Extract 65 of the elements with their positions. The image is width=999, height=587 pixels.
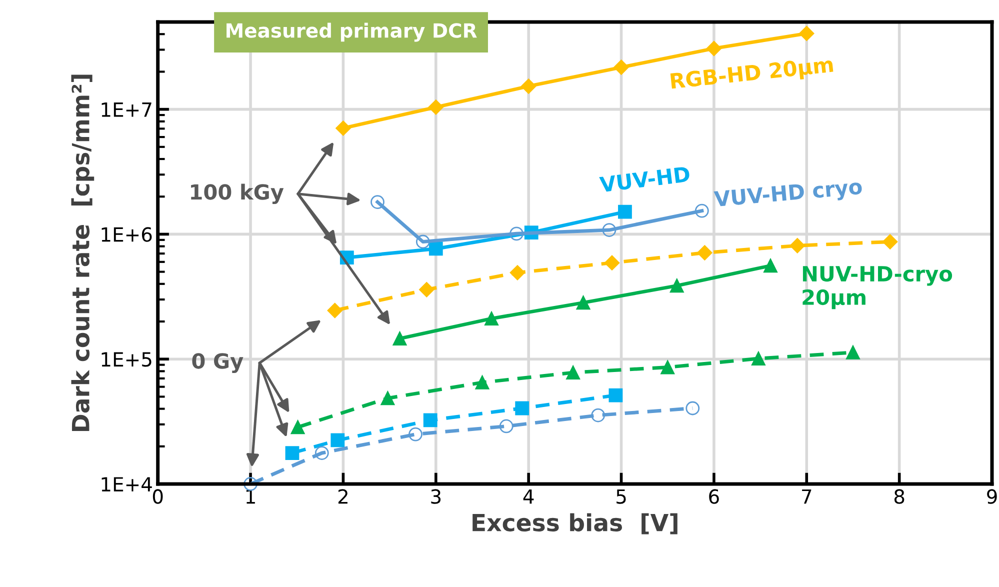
point	[510, 265, 526, 280]
point	[846, 346, 860, 360]
annotation: 100 kGy	[191, 184, 284, 204]
point	[521, 78, 536, 94]
point	[764, 258, 778, 273]
point	[614, 60, 629, 75]
point	[602, 223, 616, 237]
point	[694, 204, 709, 218]
y-tick-label: 1E+7	[102, 102, 152, 117]
x-axis-title: Excess bias [V]	[472, 513, 678, 534]
x-tick-label: 8	[894, 489, 904, 504]
point	[618, 204, 632, 219]
point	[591, 408, 606, 422]
x-tick-label: 2	[338, 489, 348, 504]
x-tick-label: 5	[616, 489, 626, 504]
point	[670, 278, 684, 293]
point	[499, 419, 514, 434]
point	[706, 40, 722, 56]
x-tick-label: 9	[987, 489, 997, 504]
point	[510, 226, 524, 241]
point	[370, 195, 384, 209]
point	[416, 234, 430, 249]
annotation: 0 Gy	[192, 353, 244, 374]
point	[484, 312, 498, 326]
series-label: VUV-HD cryo	[714, 178, 863, 212]
x-tick-label: 3	[431, 489, 441, 504]
point	[751, 352, 766, 366]
y-tick-label: 1E+5	[102, 352, 152, 367]
y-tick-label: 1E+4	[102, 477, 152, 492]
point	[314, 446, 329, 460]
x-tick-label: 6	[709, 489, 719, 504]
point	[799, 26, 814, 42]
point	[604, 255, 620, 270]
y-tick-label: 1E+6	[102, 227, 152, 242]
point	[515, 401, 530, 416]
point	[660, 360, 675, 374]
point	[330, 433, 345, 448]
point	[566, 366, 580, 380]
point	[285, 446, 300, 460]
point	[408, 427, 422, 442]
point	[380, 391, 395, 406]
text: RGB-HD 20μm	[670, 56, 834, 93]
x-tick-label: 0	[152, 489, 163, 504]
x-tick-label: 4	[523, 489, 534, 504]
text: VUV-HD	[599, 166, 690, 193]
point	[882, 234, 898, 250]
x-tick-label: 7	[802, 489, 812, 504]
point	[686, 401, 700, 416]
point	[428, 100, 444, 115]
y-axis-title: Dark count rate [cps/mm²]	[71, 74, 94, 432]
point	[790, 238, 805, 254]
point	[327, 302, 342, 318]
point	[336, 120, 351, 136]
point	[419, 282, 434, 298]
series-label: NUV-HD-cryo 20μm	[802, 266, 952, 310]
point	[423, 413, 438, 428]
chart-title: Measured primary DCR	[226, 22, 477, 42]
point	[576, 296, 590, 310]
point	[392, 332, 407, 346]
point	[244, 477, 258, 491]
point	[475, 376, 490, 390]
point	[290, 420, 305, 434]
point	[428, 242, 443, 256]
point	[608, 388, 623, 402]
point	[697, 245, 712, 260]
